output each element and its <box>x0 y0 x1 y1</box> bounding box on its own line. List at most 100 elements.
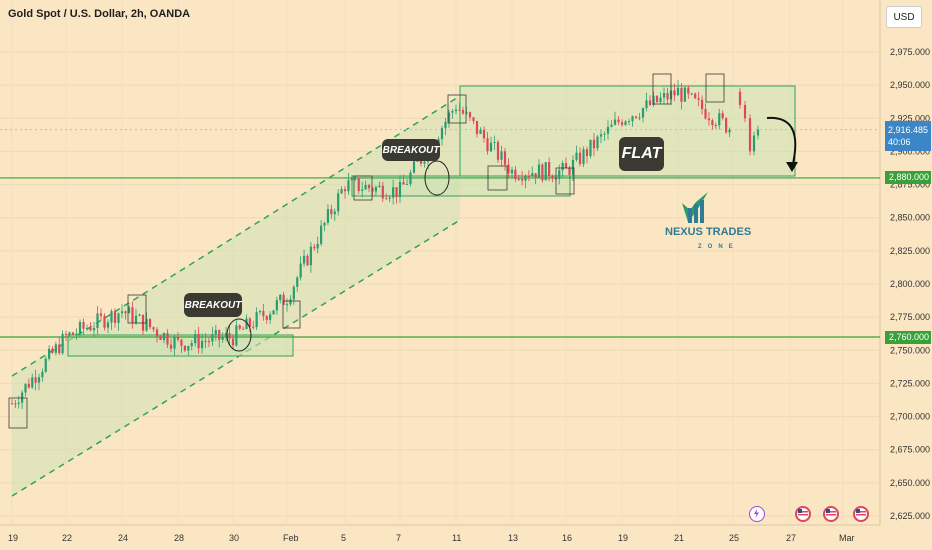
candle-body <box>503 151 507 165</box>
candle-body <box>524 175 527 181</box>
candle-body <box>711 120 714 126</box>
candle-body <box>117 313 120 323</box>
candle-body <box>323 222 326 226</box>
candle-body <box>454 109 458 112</box>
candle-body <box>190 343 193 347</box>
candle-body <box>578 152 582 165</box>
candle-body <box>652 95 655 106</box>
candle-body <box>718 113 721 126</box>
candle-body <box>245 318 248 330</box>
candle-body <box>721 113 724 119</box>
countdown-value: 40:06 <box>888 137 911 147</box>
candle-body <box>752 135 756 152</box>
time-tick-label: 24 <box>118 533 128 543</box>
candle-body <box>14 403 17 405</box>
candle-body <box>610 124 613 127</box>
candle-body <box>728 129 731 133</box>
candle-body <box>641 108 645 118</box>
price-tick-label: 2,975.000 <box>890 47 930 57</box>
candle-body <box>183 345 186 351</box>
highlight-box <box>555 167 575 195</box>
candle-body <box>666 93 669 100</box>
price-tick-label: 2,900.000 <box>890 146 930 156</box>
candle-body <box>645 100 648 109</box>
time-tick-label: 19 <box>618 533 628 543</box>
candle-body <box>361 189 364 191</box>
candle-body <box>589 139 592 157</box>
candle-body <box>725 118 728 133</box>
current-price-badge: 2,916.485 40:06 <box>885 121 931 151</box>
candle-body <box>248 318 251 327</box>
candle-body <box>440 128 444 140</box>
logo-emblem-bar <box>688 208 692 223</box>
time-tick-label: 25 <box>729 533 739 543</box>
time-tick-label: 13 <box>508 533 518 543</box>
candle-body <box>662 93 666 98</box>
candle-body <box>54 344 57 353</box>
candle-body <box>120 311 124 314</box>
candle-body <box>134 315 138 324</box>
candle-body <box>673 90 676 96</box>
candle-body <box>738 91 742 106</box>
candle-body <box>367 184 371 189</box>
candle-body <box>405 183 409 185</box>
price-tick-label: 2,700.000 <box>890 412 930 422</box>
candle-body <box>350 178 353 181</box>
candle-body <box>131 307 134 324</box>
us-flag-event-icon[interactable] <box>795 506 811 522</box>
candle-body <box>694 93 697 99</box>
candle-body <box>493 141 496 143</box>
candle-body <box>225 333 228 338</box>
candle-body <box>659 97 662 103</box>
candle-body <box>638 117 641 119</box>
candle-body <box>517 178 520 180</box>
us-flag-event-icon[interactable] <box>853 506 869 522</box>
candle-body <box>75 333 78 335</box>
price-tick-label: 2,725.000 <box>890 378 930 388</box>
candle-body <box>166 333 169 345</box>
price-tick-label: 2,650.000 <box>890 478 930 488</box>
highlight-box <box>127 294 147 324</box>
currency-selector[interactable]: USD <box>886 6 922 28</box>
lightning-icon[interactable] <box>749 506 765 522</box>
candle-body <box>548 162 551 177</box>
price-tick-label: 2,625.000 <box>890 511 930 521</box>
candle-body <box>419 160 423 164</box>
candle-body <box>510 169 514 174</box>
candle-body <box>326 209 330 223</box>
candle-body <box>388 197 391 199</box>
candle-body <box>409 172 412 184</box>
candle-body <box>44 358 47 372</box>
candle-body <box>197 334 200 349</box>
candle-body <box>316 243 319 249</box>
candle-body <box>500 151 503 160</box>
candle-body <box>148 318 152 328</box>
candle-body <box>571 159 575 175</box>
candle-body <box>51 348 54 353</box>
candle-body <box>465 112 468 114</box>
candle-body <box>398 182 402 197</box>
price-tick-label: 2,675.000 <box>890 445 930 455</box>
level-label-upper: 2,880.000 <box>885 171 931 184</box>
candle-body <box>138 314 141 316</box>
time-tick-label: Mar <box>839 533 855 543</box>
candle-body <box>461 109 465 114</box>
candle-body <box>603 133 606 135</box>
candle-body <box>468 112 472 118</box>
candle-body <box>187 346 190 351</box>
candle-body <box>475 120 479 134</box>
candle-body <box>479 129 482 134</box>
candle-body <box>676 87 680 96</box>
candle-body <box>631 116 634 122</box>
candle-body <box>683 87 686 102</box>
candle-body <box>617 119 620 123</box>
us-flag-event-icon[interactable] <box>823 506 839 522</box>
price-tick-label: 2,800.000 <box>890 279 930 289</box>
support-zone-upper <box>351 175 571 197</box>
candle-body <box>173 337 176 349</box>
candle-body <box>402 182 405 185</box>
candle-body <box>194 334 197 344</box>
candle-body <box>85 328 89 330</box>
price-tick-label: 2,750.000 <box>890 345 930 355</box>
